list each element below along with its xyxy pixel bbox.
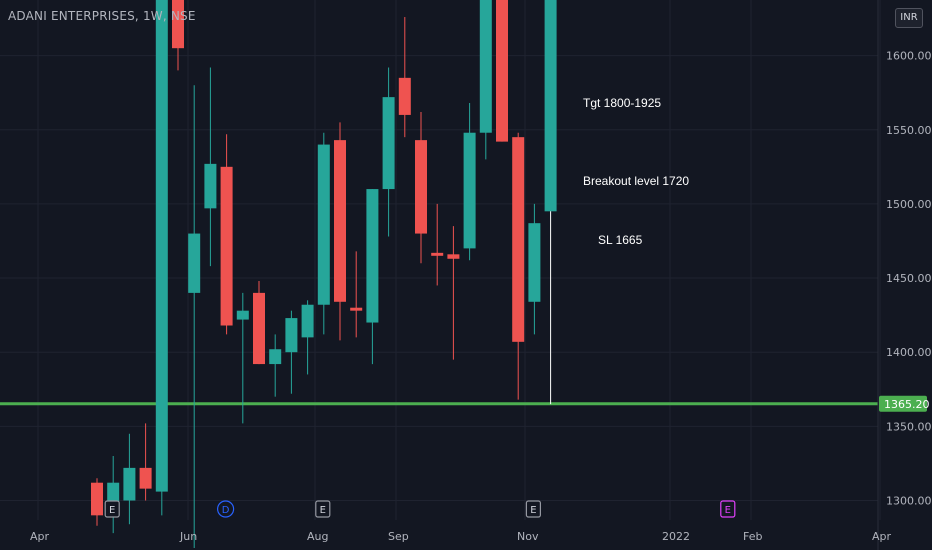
stoploss-annotation: SL 1665	[598, 233, 643, 247]
price-axis[interactable]: 1300.00 1350.00 1400.00 1450.00 1500.00 1550.…	[877, 0, 932, 550]
event-label: E	[530, 505, 536, 516]
y-tick-label: 1600.00	[886, 50, 932, 63]
y-tick-label: 1500.00	[886, 198, 932, 211]
candle-body	[188, 233, 201, 293]
chart-grid	[0, 0, 881, 520]
earnings-marker[interactable]	[720, 500, 736, 518]
candle-body	[139, 467, 152, 489]
breakout-annotation: Breakout level 1720	[583, 174, 689, 188]
candle-body	[366, 189, 379, 323]
candle-body	[317, 144, 330, 305]
dividend-marker[interactable]	[217, 500, 235, 518]
candle-body	[382, 97, 395, 190]
event-label: D	[222, 505, 230, 516]
annotations: Tgt 1800-1925 Breakout level 1720 SL 166…	[583, 96, 689, 247]
candle-body	[253, 292, 265, 365]
y-tick-label: 1450.00	[886, 272, 932, 285]
y-tick-label: 1350.00	[886, 420, 932, 433]
support-tag-label: 1365.20	[884, 398, 930, 411]
candle-body	[463, 132, 476, 249]
y-tick-label: 1550.00	[886, 124, 932, 137]
earnings-marker[interactable]	[525, 500, 542, 518]
candle-body	[496, 0, 508, 142]
currency-button[interactable]: INR	[895, 8, 923, 28]
x-tick-label: Aug	[307, 530, 328, 543]
candle-body	[269, 349, 282, 365]
candle-body	[447, 254, 460, 259]
time-axis[interactable]: Apr Jun Aug Sep Nov 2022 Feb Apr	[30, 530, 892, 543]
event-label: E	[109, 505, 115, 516]
x-tick-label: Apr	[872, 530, 892, 543]
candle-body	[415, 140, 427, 234]
target-annotation: Tgt 1800-1925	[583, 96, 661, 110]
price-tags: 1718.751668.501365.201705.20	[879, 395, 930, 412]
candle-body	[236, 310, 249, 320]
earnings-marker[interactable]	[315, 500, 331, 518]
x-tick-label: 2022	[662, 530, 690, 543]
x-tick-label: Nov	[517, 530, 539, 543]
y-tick-label: 1400.00	[886, 346, 932, 359]
candle-body	[204, 163, 217, 209]
x-tick-label: Jun	[179, 530, 197, 543]
chart-title: ADANI ENTERPRISES, 1W, NSE	[8, 9, 196, 23]
candle-body	[285, 318, 298, 353]
event-label: E	[320, 505, 326, 516]
candle-body	[479, 0, 492, 133]
x-tick-label: Sep	[388, 530, 409, 543]
candle-body	[91, 482, 103, 516]
y-tick-label: 1300.00	[886, 495, 932, 508]
candle-body	[544, 0, 557, 212]
candle-body	[220, 166, 233, 326]
candle-body	[334, 140, 346, 302]
horizontal-levels[interactable]	[0, 0, 878, 406]
event-label: E	[725, 505, 731, 516]
x-tick-label: Feb	[743, 530, 762, 543]
x-tick-label: Apr	[30, 530, 50, 543]
candle-body	[398, 77, 411, 115]
candles	[91, 0, 557, 548]
candle-body	[431, 252, 444, 256]
candle-body	[172, 0, 184, 49]
support-tag	[879, 395, 927, 412]
earnings-marker[interactable]	[104, 500, 120, 518]
candle-body	[155, 0, 168, 492]
candle-body	[512, 137, 525, 342]
candle-body	[123, 467, 136, 501]
candle-body	[301, 304, 314, 338]
candle-body	[350, 307, 363, 311]
candle-body	[528, 223, 541, 302]
